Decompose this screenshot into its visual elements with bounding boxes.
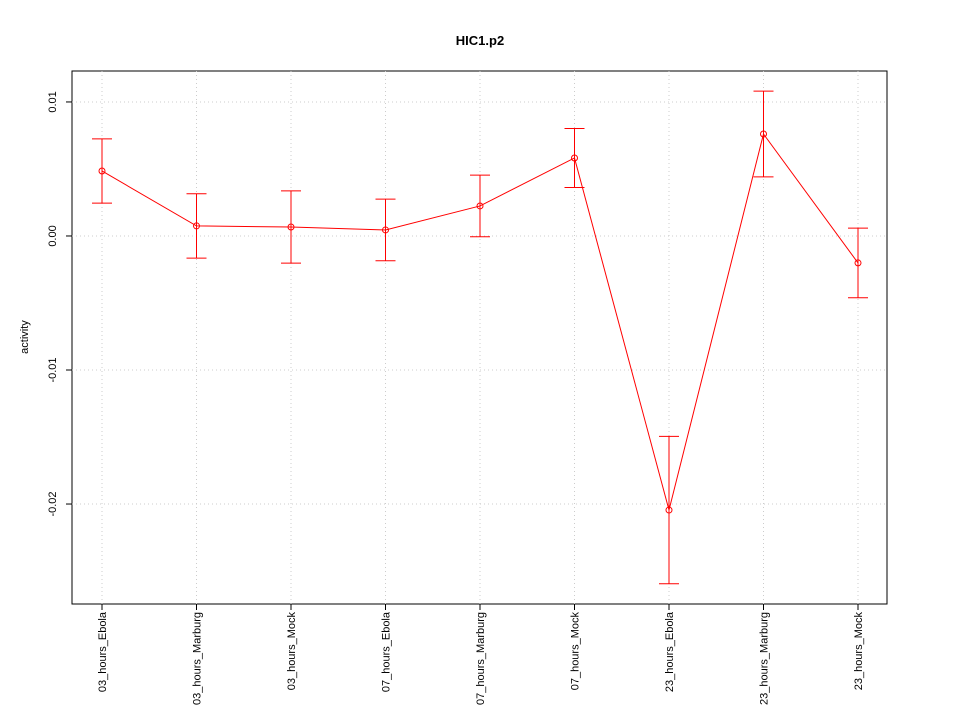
x-tick-label: 23_hours_Ebola xyxy=(664,611,676,692)
x-tick-label: 07_hours_Mock xyxy=(570,612,582,691)
point xyxy=(287,223,295,231)
y-tick-label: 0.01 xyxy=(47,91,59,112)
x-tick-label: 03_hours_Mock xyxy=(286,612,298,691)
y-tick-label: -0.01 xyxy=(47,357,59,382)
point xyxy=(193,222,200,230)
x-tick-label: 23_hours_Marburg xyxy=(759,612,771,705)
point xyxy=(854,259,862,267)
y-tick-label: -0.02 xyxy=(47,491,59,516)
point xyxy=(760,130,767,138)
chart-title: HIC1.p2 xyxy=(456,33,504,48)
plot-frame xyxy=(71,70,888,605)
y-axis-label: activity xyxy=(19,320,31,354)
x-tick-label: 07_hours_Marburg xyxy=(475,612,487,705)
x-tick-label: 07_hours_Ebola xyxy=(381,611,393,692)
point xyxy=(98,167,106,175)
point xyxy=(476,202,484,210)
point xyxy=(382,226,389,234)
x-tick-label: 03_hours_Ebola xyxy=(97,611,109,692)
point xyxy=(571,154,578,162)
y-tick-label: 0.00 xyxy=(47,225,59,246)
x-tick-label: 03_hours_Marburg xyxy=(192,612,204,705)
x-tick-label: 23_hours_Mock xyxy=(853,612,865,691)
point xyxy=(665,506,673,514)
